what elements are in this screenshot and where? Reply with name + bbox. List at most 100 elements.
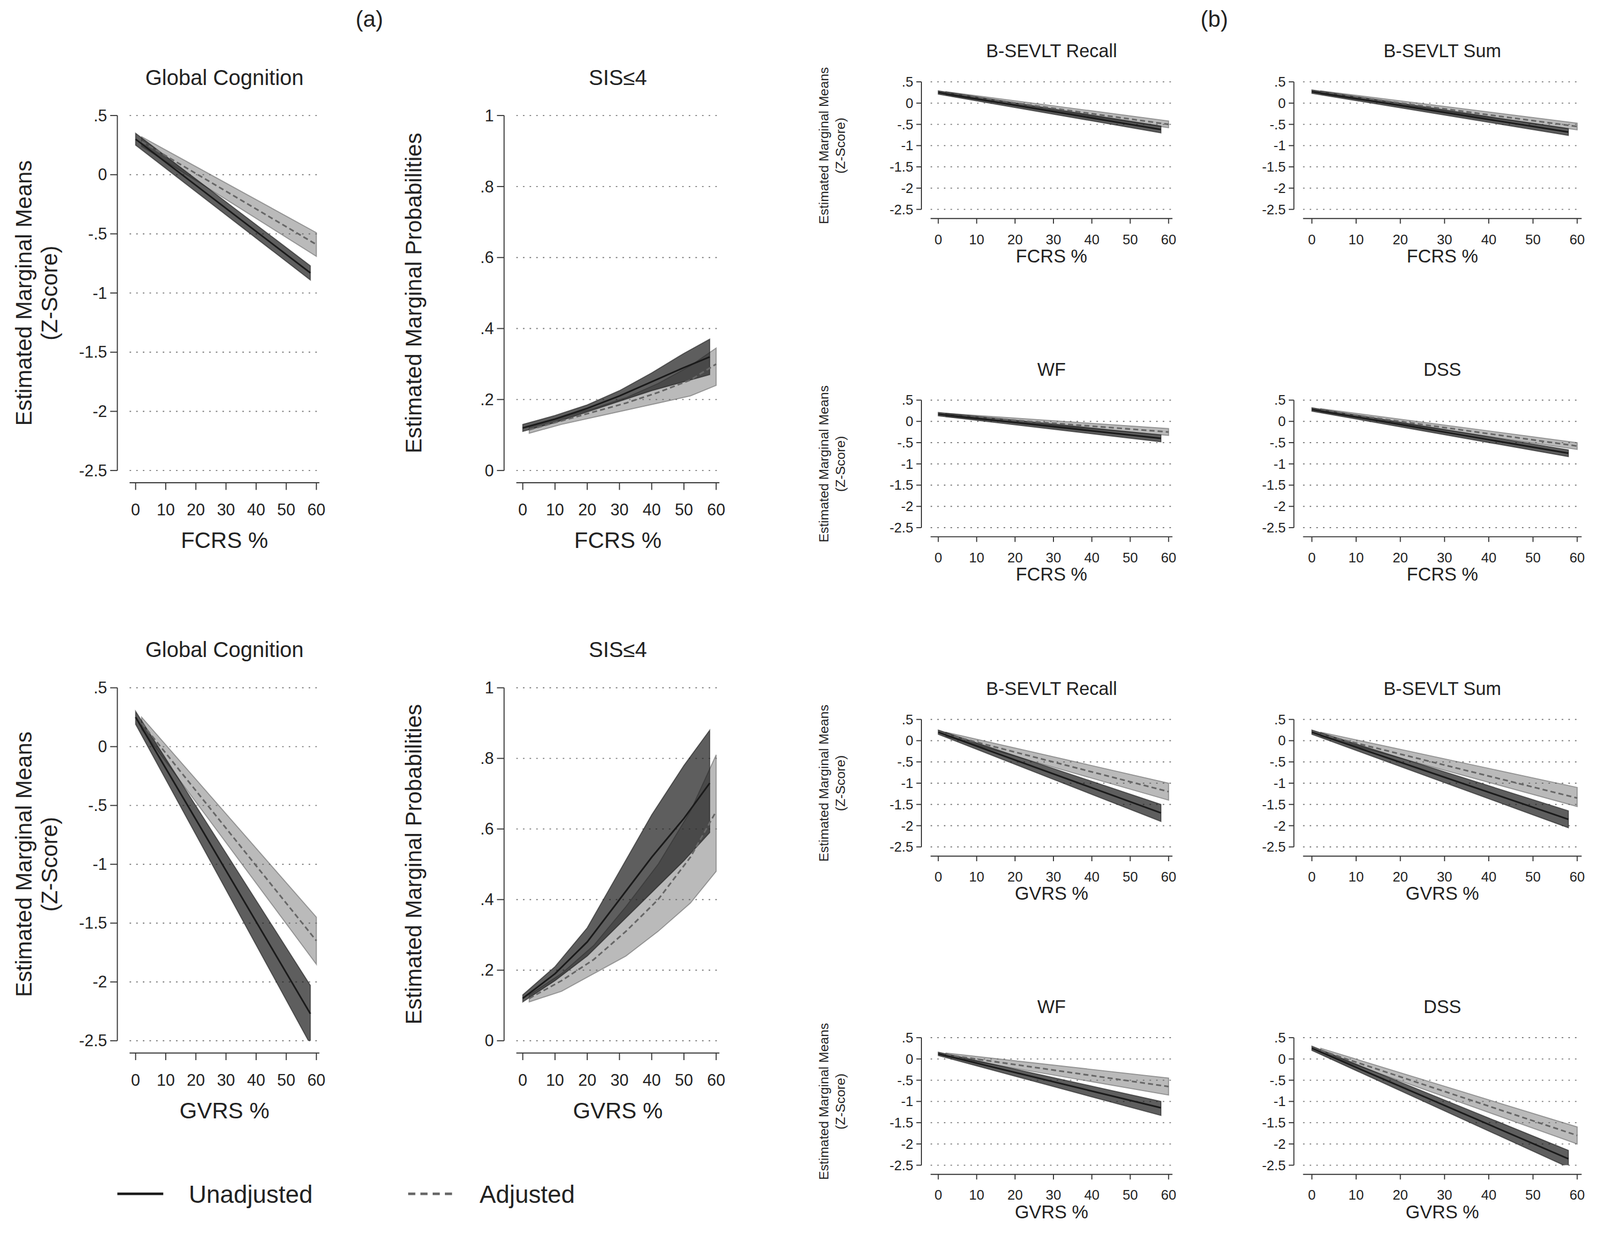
grid-line — [516, 970, 720, 972]
x-tick-label: 40 — [1083, 1187, 1100, 1203]
y-tick — [1288, 209, 1295, 211]
grid-line — [129, 292, 320, 294]
x-tick-label: 0 — [131, 1071, 141, 1090]
y-tick — [110, 292, 118, 294]
grid-line — [930, 1165, 1173, 1167]
panel-label: (a) — [355, 6, 383, 32]
x-tick — [225, 482, 227, 490]
series-line — [135, 717, 311, 1015]
y-tick — [1288, 846, 1295, 848]
chart: WF0102030405060FCRS %.50-.5-1-1.5-2-2.5E… — [816, 359, 1176, 586]
plot-area — [938, 90, 1169, 134]
y-tick — [1288, 463, 1295, 465]
y-tick — [1288, 761, 1295, 763]
series-line — [529, 364, 717, 430]
y-tick-label: -2.5 — [79, 461, 108, 480]
x-tick — [937, 218, 940, 225]
x-tick — [1052, 1174, 1055, 1181]
y-axis — [503, 688, 505, 1042]
legend: UnadjustedAdjusted — [117, 1181, 575, 1209]
x-tick-label: 60 — [1160, 1187, 1177, 1203]
x-tick-label: 40 — [1083, 550, 1100, 566]
chart-title: SIS≤4 — [588, 65, 648, 90]
y-tick — [496, 758, 504, 760]
x-tick — [135, 482, 137, 490]
x-axis — [1303, 536, 1582, 538]
chart: B-SEVLT Recall0102030405060GVRS %.50-.5-… — [816, 678, 1176, 905]
y-tick-label: -1 — [1273, 1094, 1286, 1110]
y-tick-label: -2.5 — [889, 520, 913, 536]
series-line — [1320, 410, 1578, 447]
grid-line — [1303, 846, 1582, 848]
x-tick — [285, 1053, 287, 1061]
x-tick — [165, 482, 167, 490]
x-tick — [1091, 536, 1093, 543]
x-axis-title: GVRS % — [1405, 883, 1480, 904]
y-tick — [916, 761, 922, 763]
grid-line — [930, 719, 1173, 721]
plot-area — [522, 730, 717, 1003]
chart-title: DSS — [1423, 359, 1462, 380]
x-tick — [1400, 218, 1402, 225]
series-line — [1311, 732, 1569, 820]
x-tick — [1129, 1174, 1132, 1181]
y-tick-label: .5 — [93, 106, 107, 125]
y-tick-label: .2 — [480, 960, 494, 980]
y-tick-label: -1 — [1273, 775, 1286, 791]
chart: SIS≤40102030405060GVRS %0.2.4.6.81Estima… — [401, 637, 726, 1123]
confidence-band — [1311, 89, 1569, 136]
y-axis-title-line: (Z-Score) — [833, 755, 848, 812]
x-tick — [1355, 218, 1357, 225]
grid-line — [930, 463, 1173, 465]
x-tick-label: 10 — [156, 500, 175, 519]
confidence-band — [1320, 1048, 1578, 1145]
grid-line — [930, 144, 1173, 146]
x-tick — [1014, 1174, 1016, 1181]
y-tick — [916, 187, 922, 189]
x-tick-label: 10 — [1348, 550, 1365, 566]
x-tick — [1576, 856, 1578, 862]
y-tick — [1288, 825, 1295, 827]
y-tick-label: 0 — [905, 95, 913, 111]
series-line — [1320, 92, 1578, 127]
grid-line — [930, 187, 1173, 189]
x-tick-label: 20 — [1007, 869, 1023, 885]
x-tick-label: 60 — [706, 500, 726, 519]
x-tick — [1576, 536, 1578, 543]
grid-line — [129, 174, 320, 176]
y-tick — [110, 746, 118, 748]
x-tick — [1129, 218, 1132, 225]
x-axis — [930, 218, 1173, 220]
x-tick — [1576, 218, 1578, 225]
x-axis — [129, 1052, 320, 1055]
grid-line — [1303, 209, 1582, 211]
x-tick — [1443, 1174, 1445, 1181]
x-tick-label: 60 — [1569, 550, 1586, 566]
series-line — [1320, 1050, 1578, 1136]
grid-line — [516, 470, 720, 472]
y-tick — [1288, 1037, 1295, 1039]
y-tick-label: 0 — [1278, 733, 1286, 749]
y-tick — [1288, 442, 1295, 444]
confidence-band — [141, 136, 317, 257]
x-tick-label: 10 — [968, 1187, 985, 1203]
x-tick — [1091, 856, 1093, 862]
y-tick — [1288, 102, 1295, 104]
y-tick — [916, 485, 922, 487]
grid-line — [1303, 187, 1582, 189]
y-tick-label: -.5 — [1269, 1073, 1286, 1089]
y-axis-title-line: Estimated Marginal Means — [816, 704, 832, 863]
y-axis-title-line: Estimated Marginal Means — [11, 160, 37, 427]
y-tick-label: .5 — [901, 392, 913, 408]
y-tick — [916, 166, 922, 168]
y-tick — [496, 186, 504, 188]
y-tick-label: -2 — [1273, 498, 1286, 514]
y-tick-label: -1.5 — [889, 478, 913, 494]
y-tick — [916, 1101, 922, 1103]
grid-line — [930, 442, 1173, 444]
x-tick-label: 20 — [1392, 232, 1409, 248]
y-tick — [110, 687, 118, 689]
x-axis-title: FCRS % — [1016, 564, 1088, 585]
x-tick-label: 50 — [1525, 232, 1541, 248]
grid-line — [930, 846, 1173, 848]
